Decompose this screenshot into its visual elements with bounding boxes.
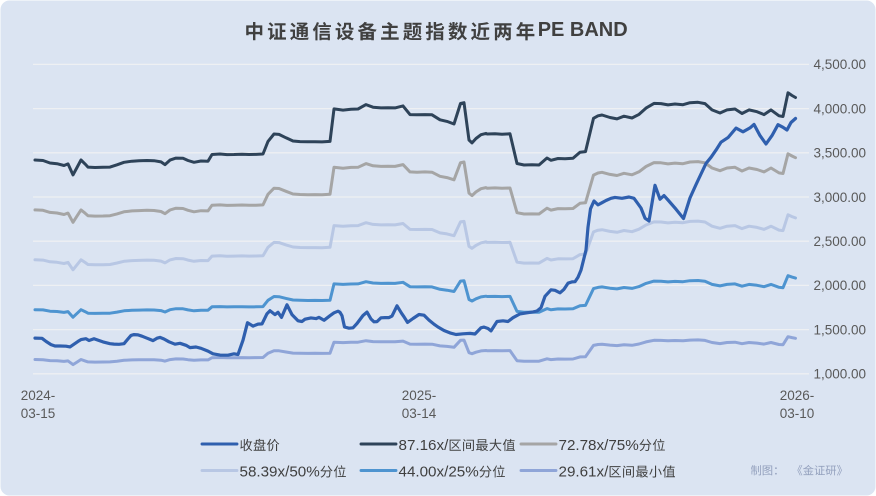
svg-text:29.61x/: 29.61x/ — [559, 464, 610, 481]
svg-text:3,500.00: 3,500.00 — [813, 146, 866, 161]
svg-text:2,000.00: 2,000.00 — [813, 278, 866, 293]
svg-text:4,000.00: 4,000.00 — [813, 101, 866, 116]
svg-text:2026-: 2026- — [780, 388, 815, 403]
svg-text:2024-: 2024- — [21, 388, 56, 403]
svg-text:2,500.00: 2,500.00 — [813, 234, 866, 249]
svg-text:PE BAND: PE BAND — [538, 19, 628, 41]
svg-text:44.00x/25%: 44.00x/25% — [399, 464, 479, 481]
svg-text:72.78x/75%: 72.78x/75% — [559, 437, 639, 454]
svg-text:03-15: 03-15 — [21, 406, 56, 421]
svg-text:3,000.00: 3,000.00 — [813, 190, 866, 205]
svg-text:2025-: 2025- — [402, 388, 437, 403]
svg-text:03-10: 03-10 — [780, 406, 815, 421]
svg-text:58.39x/50%: 58.39x/50% — [240, 464, 320, 481]
svg-text:1,500.00: 1,500.00 — [813, 322, 866, 337]
svg-text:03-14: 03-14 — [402, 406, 437, 421]
svg-text:4,500.00: 4,500.00 — [813, 57, 866, 72]
svg-text:1,000.00: 1,000.00 — [813, 367, 866, 382]
svg-text:87.16x/: 87.16x/ — [399, 437, 450, 454]
